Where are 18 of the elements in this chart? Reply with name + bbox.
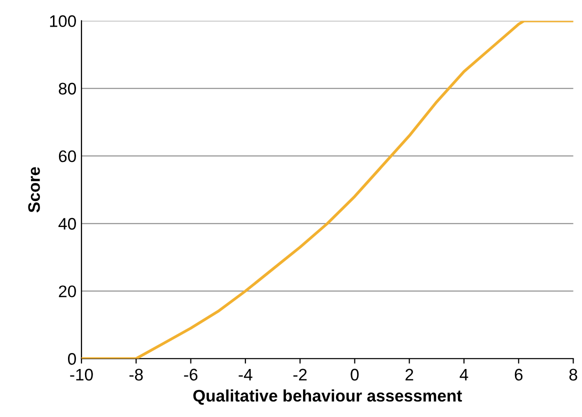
y-tick-label: 100 — [50, 15, 76, 28]
x-tick-label: -4 — [238, 368, 252, 380]
y-tick-label: 0 — [68, 353, 76, 365]
y-tick-label: 40 — [58, 218, 76, 230]
x-tick-label: -8 — [129, 368, 143, 381]
x-tick-label: -10 — [70, 368, 93, 381]
x-tick-label: 6 — [514, 368, 523, 381]
x-tick-label: 4 — [460, 368, 468, 380]
x-tick-label: -2 — [293, 368, 307, 380]
x-tick-label: 8 — [569, 368, 578, 381]
y-tick-label: 20 — [58, 285, 76, 298]
y-tick-label: 80 — [58, 82, 76, 95]
y-tick-label: 60 — [58, 150, 76, 162]
y-axis-title: Score — [28, 167, 40, 212]
x-tick-label: 2 — [406, 368, 414, 380]
x-axis-title: Qualitative behaviour assessment — [193, 389, 462, 405]
x-tick-label: 0 — [350, 368, 359, 381]
x-tick-label: -6 — [184, 368, 198, 381]
